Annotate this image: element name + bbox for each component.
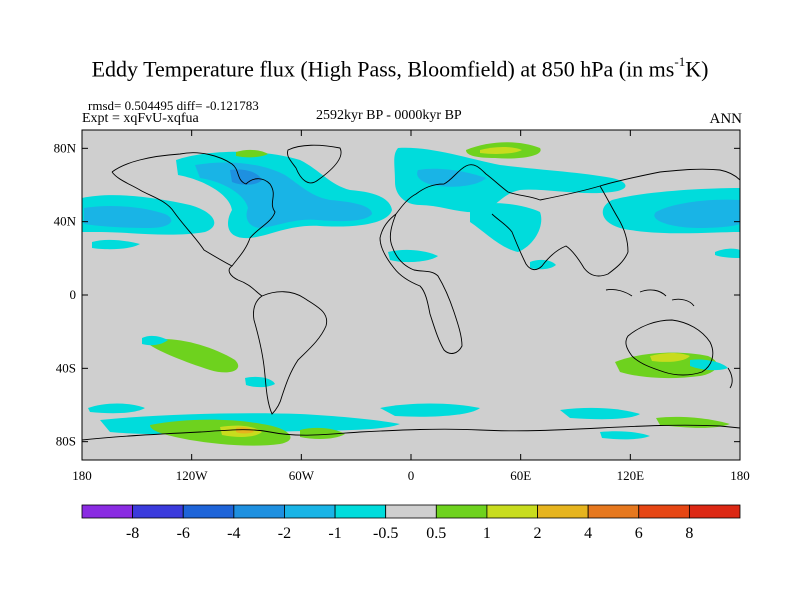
- colorbar-label: -8: [126, 525, 139, 542]
- plot-title: Eddy Temperature flux (High Pass, Bloomf…: [91, 54, 709, 82]
- pacific-tail: [92, 239, 140, 250]
- period-label: 2592kyr BP - 0000kyr BP: [316, 108, 462, 123]
- colorbar-swatch: [132, 504, 184, 519]
- arctic-positive-core: [480, 147, 522, 154]
- canadian-arctic-positive: [236, 149, 268, 158]
- lat-label: 40N: [54, 214, 77, 229]
- eurasia-negative: [394, 147, 626, 213]
- central-asia-negative: [470, 202, 542, 252]
- colorbar-swatch: [688, 504, 741, 519]
- pacific-tail-east: [715, 248, 740, 258]
- south-pacific-positive: [150, 339, 239, 373]
- lat-label: 0: [70, 287, 77, 302]
- lat-label: 80N: [54, 140, 77, 155]
- colorbar-label: 2: [534, 525, 542, 542]
- colorbar-swatch: [537, 504, 589, 519]
- lat-label: 40S: [56, 360, 76, 375]
- colorbar-swatch: [284, 504, 336, 519]
- north-pacific-core-east: [654, 199, 740, 228]
- southern-ocean-negative-far-east: [600, 431, 650, 440]
- colorbar: -8 -6 -4 -2 -1 -0.5 0.5 1 2 4 6 8: [81, 504, 741, 542]
- coast-africa: [379, 213, 463, 354]
- colorbar-swatch: [385, 504, 437, 519]
- south-pacific-negative-rim: [142, 335, 168, 346]
- lon-label: 60E: [510, 468, 531, 483]
- lon-label: 120W: [176, 468, 209, 483]
- colorbar-label: -4: [227, 525, 240, 542]
- axis-ticks: [81, 130, 741, 460]
- lon-label: 60W: [289, 468, 315, 483]
- colorbar-label: -1: [328, 525, 341, 542]
- colorbar-label: -2: [278, 525, 291, 542]
- southern-ocean-core: [236, 427, 254, 434]
- australia-positive: [615, 352, 718, 379]
- north-pacific-core: [84, 206, 172, 228]
- lon-label: 0: [408, 468, 415, 483]
- coast-australia: [625, 319, 714, 376]
- colorbar-swatch: [435, 504, 488, 519]
- coast-indonesia: [605, 289, 695, 307]
- lon-label: 120E: [617, 468, 645, 483]
- colorbar-label: 6: [635, 525, 643, 542]
- coast-new-zealand: [727, 367, 733, 389]
- colorbar-swatch: [587, 504, 640, 519]
- colorbar-label: 0.5: [426, 525, 446, 542]
- southern-ocean-negative-east2: [560, 407, 640, 420]
- southern-ocean-positive: [150, 419, 291, 446]
- colorbar-label: -0.5: [373, 525, 398, 542]
- coast-asia: [491, 168, 740, 277]
- coast-europe: [395, 164, 541, 215]
- lat-label: 80S: [56, 434, 76, 449]
- colorbar-swatch: [486, 504, 538, 519]
- coastlines: [82, 144, 740, 441]
- coast-south-america: [253, 291, 328, 415]
- colorbar-label: 4: [584, 525, 592, 542]
- coast-antarctica: [82, 424, 740, 441]
- colorbar-swatch: [81, 504, 134, 519]
- colorbar-swatch: [638, 504, 690, 519]
- south-atlantic-negative: [245, 376, 275, 388]
- colorbar-swatch: [334, 504, 387, 519]
- colorbar-swatch: [233, 504, 285, 519]
- colorbar-swatch: [182, 504, 235, 519]
- anomaly-field: [82, 142, 740, 446]
- australia-strong: [650, 353, 690, 362]
- coast-north-america: [111, 152, 276, 297]
- arabia-negative: [388, 249, 438, 263]
- colorbar-label: 8: [685, 525, 693, 542]
- lon-label: 180: [730, 468, 750, 483]
- coast-greenland: [287, 144, 342, 184]
- southern-ocean-negative-west: [88, 403, 145, 414]
- experiment-label: Expt = xqFvU-xqfua: [82, 111, 199, 126]
- lon-label: 180: [72, 468, 92, 483]
- stats-label: rmsd= 0.504495 diff= -0.121783: [88, 98, 259, 113]
- ross-sea-positive: [300, 427, 345, 439]
- colorbar-label: 1: [483, 525, 491, 542]
- southern-ocean-negative-east: [380, 403, 480, 417]
- axis-labels: 80N 40N 0 40S 80S 180 120W 60W 0 60E 120E 180: [54, 140, 750, 483]
- colorbar-label: -6: [177, 525, 190, 542]
- season-label: ANN: [709, 111, 743, 127]
